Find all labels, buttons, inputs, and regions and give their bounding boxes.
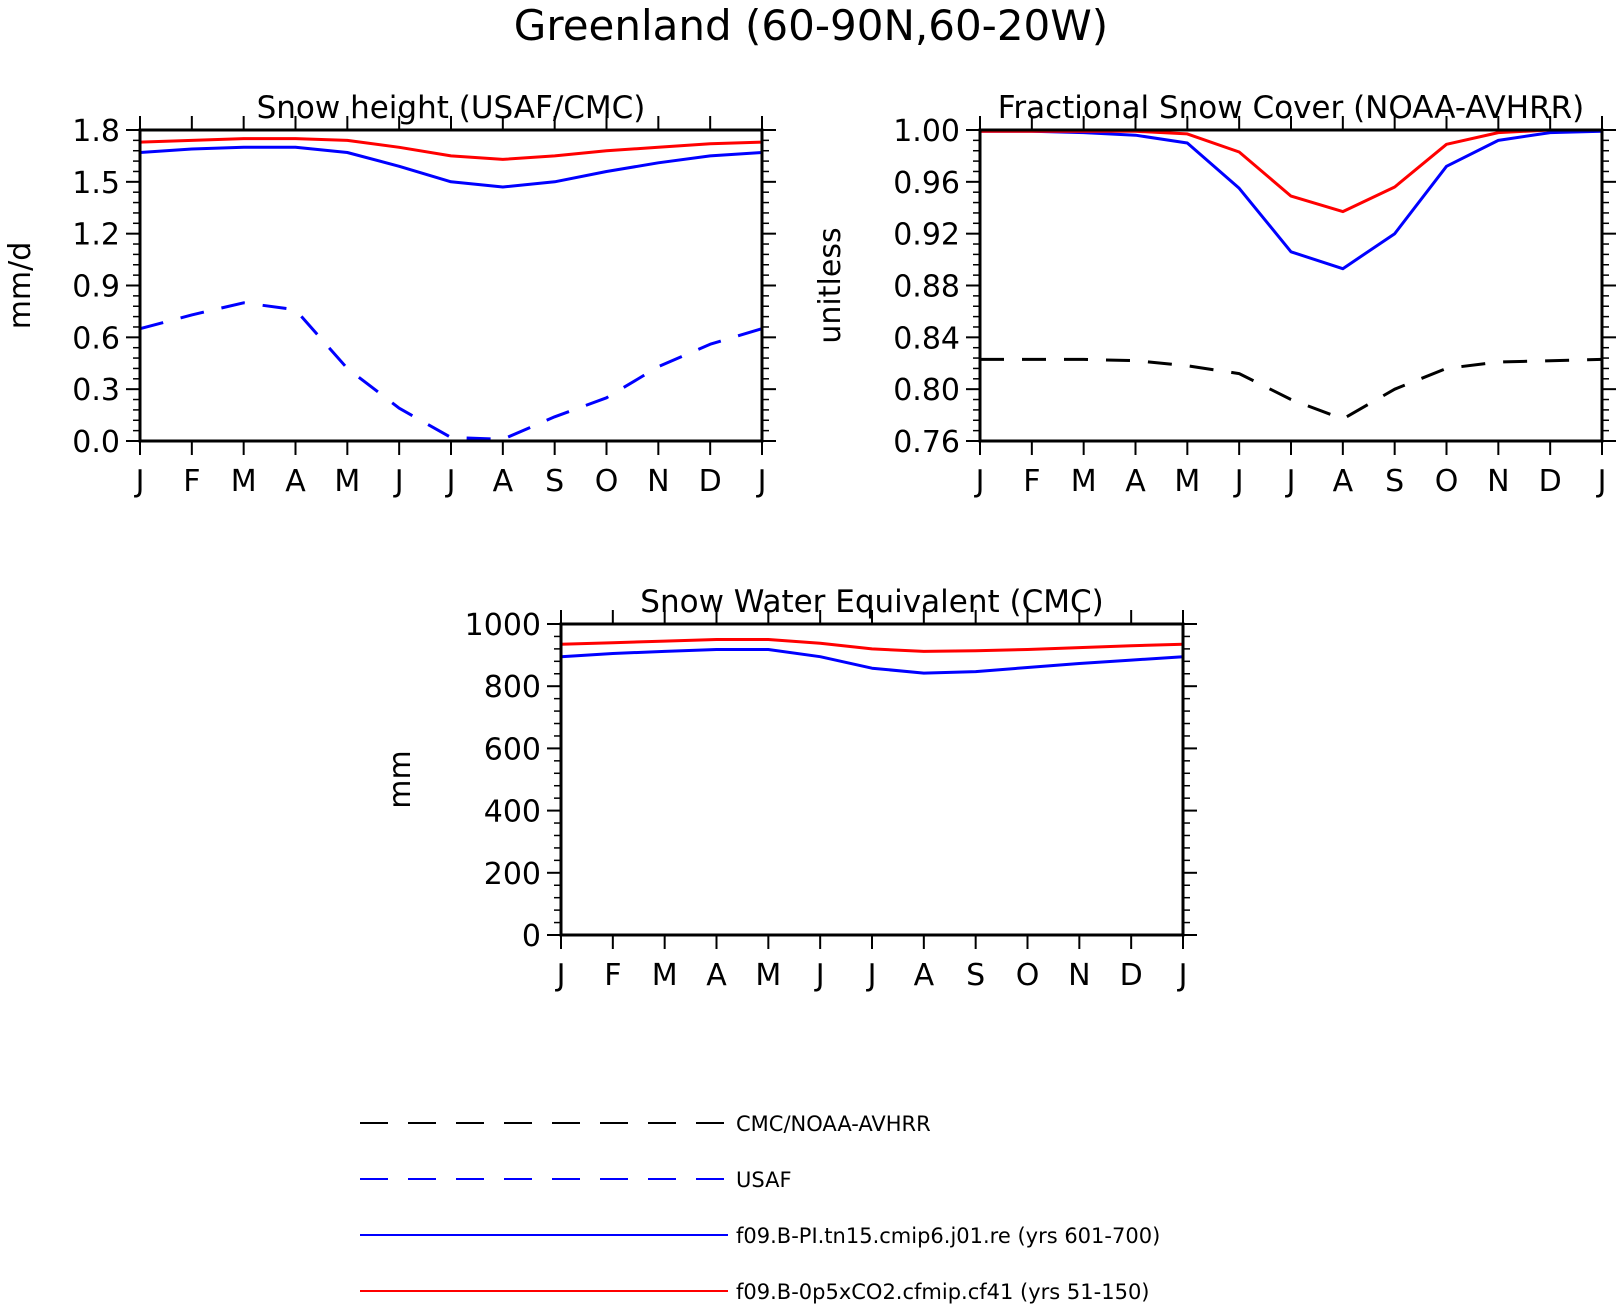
x-tick-label: J	[814, 958, 825, 993]
y-tick-label: 0.80	[893, 373, 960, 408]
x-tick-label: N	[1068, 958, 1090, 993]
y-tick-label: 0.76	[893, 425, 960, 460]
x-tick-label: D	[1539, 464, 1562, 499]
x-tick-label: D	[699, 464, 722, 499]
x-tick-label: J	[756, 464, 767, 499]
plot-frame	[978, 128, 1604, 443]
y-tick-label: 1.8	[72, 114, 120, 149]
figure-title: Greenland (60-90N,60-20W)	[514, 1, 1108, 50]
x-tick-label: D	[1120, 958, 1143, 993]
y-tick-label: 0.9	[72, 270, 120, 305]
y-tick-label: 0	[522, 919, 541, 954]
legend-label: f09.B-PI.tn15.cmip6.j01.re (yrs 601-700)	[736, 1224, 1160, 1248]
plot-frame	[138, 128, 764, 443]
x-tick-label: J	[445, 464, 456, 499]
y-axis-label: mm/d	[3, 242, 38, 330]
y-tick-label: 200	[484, 857, 541, 892]
y-tick-label: 0.3	[72, 373, 120, 408]
x-tick-label: O	[1016, 958, 1040, 993]
y-tick-label: 600	[484, 732, 541, 767]
y-tick-label: 0.96	[893, 166, 960, 201]
x-tick-label: F	[1023, 464, 1040, 499]
x-tick-label: S	[1385, 464, 1404, 499]
legend-label: USAF	[736, 1168, 792, 1192]
series-line	[560, 648, 1184, 675]
series-line	[980, 357, 1603, 421]
x-tick-label: J	[393, 464, 404, 499]
x-tick-label: N	[1487, 464, 1509, 499]
y-tick-label: 0.92	[893, 218, 960, 253]
x-tick-label: A	[1333, 464, 1354, 499]
y-tick-label: 800	[484, 670, 541, 705]
x-tick-label: A	[493, 464, 514, 499]
series-line	[560, 638, 1184, 653]
y-tick-label: 1.5	[72, 166, 120, 201]
panel-snow-height: Snow height (USAF/CMC)mm/dJ F M A M J J A S O N D J0…	[3, 90, 776, 499]
x-tick-label: A	[1125, 464, 1146, 499]
x-tick-label: J	[1233, 464, 1244, 499]
plot-frame	[559, 622, 1185, 937]
series-line	[139, 145, 763, 189]
panel-fractional-snow-cover: Fractional Snow Cover (NOAA-AVHRR)unitle…	[813, 90, 1616, 499]
x-tick-label: J	[1177, 958, 1188, 993]
x-tick-label: F	[604, 958, 621, 993]
x-tick-label: J	[134, 464, 145, 499]
legend-label: CMC/NOAA-AVHRR	[736, 1112, 931, 1136]
y-tick-label: 400	[484, 795, 541, 830]
x-tick-label: F	[183, 464, 200, 499]
y-axis-label: unitless	[813, 227, 848, 343]
x-tick-label: M	[231, 464, 257, 499]
x-tick-label: S	[545, 464, 564, 499]
y-tick-label: 0.6	[72, 321, 120, 356]
x-tick-label: M	[1174, 464, 1200, 499]
y-tick-label: 0.0	[72, 425, 120, 460]
series-line	[139, 301, 763, 441]
y-tick-label: 1.00	[893, 114, 960, 149]
x-tick-label: N	[647, 464, 669, 499]
y-tick-label: 1000	[465, 608, 541, 643]
x-tick-label: M	[1071, 464, 1097, 499]
x-tick-label: A	[285, 464, 306, 499]
panel-snow-water-equivalent: Snow Water Equivalent (CMC)mmJ F M A M J J A S O N…	[383, 584, 1197, 993]
series-line	[980, 128, 1602, 214]
x-tick-label: S	[966, 958, 985, 993]
x-tick-label: O	[1435, 464, 1459, 499]
series-line	[139, 137, 763, 161]
y-tick-label: 1.2	[72, 218, 120, 253]
x-tick-label: J	[555, 958, 566, 993]
x-tick-label: J	[1596, 464, 1607, 499]
legend: CMC/NOAA-AVHRR USAF f09.B-PI.tn15.cmip6.j0…	[360, 1112, 1160, 1304]
x-tick-label: A	[706, 958, 727, 993]
x-tick-label: M	[652, 958, 678, 993]
y-tick-label: 0.88	[893, 270, 960, 305]
x-tick-label: O	[595, 464, 619, 499]
x-tick-label: J	[974, 464, 985, 499]
y-tick-label: 0.84	[893, 321, 960, 356]
x-tick-label: J	[866, 958, 877, 993]
legend-label: f09.B-0p5xCO2.cfmip.cf41 (yrs 51-150)	[736, 1280, 1150, 1304]
x-tick-label: M	[755, 958, 781, 993]
y-axis-label: mm	[383, 750, 418, 808]
x-tick-label: J	[1285, 464, 1296, 499]
series-line	[980, 129, 1603, 271]
x-tick-label: A	[914, 958, 935, 993]
x-tick-label: M	[334, 464, 360, 499]
